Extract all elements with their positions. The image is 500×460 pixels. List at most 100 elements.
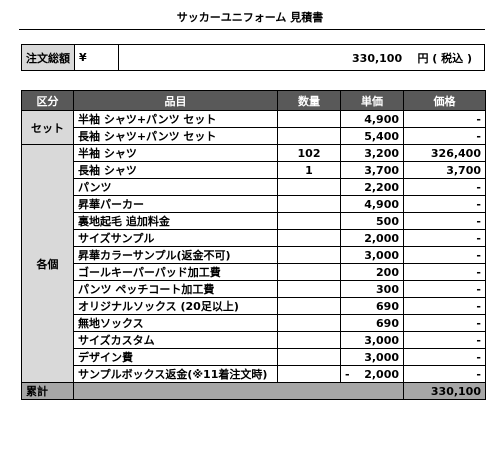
table-row: サンプルボックス返金(※11着注文時) -2,000- [22, 365, 486, 383]
table-row: 無地ソックス 690- [22, 314, 486, 332]
quantity-cell [277, 178, 341, 196]
title-underline [19, 29, 485, 30]
unit-price-cell: 3,700 [340, 161, 404, 179]
unit-price-cell: 300 [340, 280, 404, 298]
price-cell: - [403, 229, 486, 247]
table-row: 昇華パーカー 4,900- [22, 195, 486, 213]
document-title: サッカーユニフォーム 見積書 [176, 11, 324, 24]
table-row: ゴールキーパーパッド加工費 200- [22, 263, 486, 281]
sum-spacer [73, 382, 404, 400]
unit-price-cell: -2,000 [340, 365, 404, 383]
quantity-cell [277, 195, 341, 213]
header-category: 区分 [21, 90, 74, 111]
unit-price-cell: 690 [340, 314, 404, 332]
item-cell: オリジナルソックス (20足以上) [73, 297, 278, 315]
quantity-cell [277, 246, 341, 264]
price-cell: 326,400 [403, 144, 486, 162]
unit-price-cell: 4,900 [340, 110, 404, 128]
item-cell: パンツ ペッチコート加工費 [73, 280, 278, 298]
sum-row: 累計 330,100 [21, 382, 486, 400]
table-row: デザイン費 3,000- [22, 348, 486, 366]
unit-price-cell: 500 [340, 212, 404, 230]
price-cell: - [403, 127, 486, 145]
quantity-cell [277, 297, 341, 315]
unit-price-cell: 2,000 [340, 229, 404, 247]
quantity-cell [277, 110, 341, 128]
unit-price-cell: 200 [340, 263, 404, 281]
order-total-currency: ¥ [73, 44, 120, 71]
price-cell: - [403, 178, 486, 196]
item-cell: 昇華パーカー [73, 195, 278, 213]
unit-price-value: 2,000 [364, 367, 399, 381]
quantity-cell [277, 263, 341, 281]
table-row: パンツ ペッチコート加工費 300- [22, 280, 486, 298]
unit-price-cell: 5,400 [340, 127, 404, 145]
order-total-table: 注文総額 ¥ 330,100 円 ( 税込 ) [21, 44, 485, 71]
price-cell: - [403, 212, 486, 230]
item-cell: 長袖 シャツ [73, 161, 278, 179]
order-total-suffix: 円 ( 税込 ) [417, 51, 472, 65]
item-cell: サイズサンプル [73, 229, 278, 247]
quantity-cell: 102 [277, 144, 341, 162]
table-body: セット 半袖 シャツ+パンツ セット 4,900- 長袖 シャツ+パンツ セット 5,4… [21, 110, 486, 383]
quantity-cell [277, 127, 341, 145]
price-cell: - [403, 246, 486, 264]
price-cell: - [403, 195, 486, 213]
unit-price-cell: 4,900 [340, 195, 404, 213]
item-cell: 半袖 シャツ [73, 144, 278, 162]
price-cell: - [403, 297, 486, 315]
header-item: 品目 [73, 90, 278, 111]
unit-price-cell: 3,000 [340, 331, 404, 349]
unit-price-cell: 2,200 [340, 178, 404, 196]
table-row: パンツ 2,200- [22, 178, 486, 196]
item-cell: 昇華カラーサンプル(返金不可) [73, 246, 278, 264]
price-cell: - [403, 331, 486, 349]
unit-price-cell: 3,200 [340, 144, 404, 162]
quantity-cell [277, 348, 341, 366]
item-cell: 半袖 シャツ+パンツ セット [73, 110, 278, 128]
item-cell: 長袖 シャツ+パンツ セット [73, 127, 278, 145]
item-cell: デザイン費 [73, 348, 278, 366]
order-total-label: 注文総額 [21, 44, 75, 71]
quantity-cell [277, 331, 341, 349]
table-row: 昇華カラーサンプル(返金不可) 3,000- [22, 246, 486, 264]
header-unit-price: 単価 [340, 90, 404, 111]
unit-price-sign: - [345, 367, 350, 381]
quantity-cell: 1 [277, 161, 341, 179]
item-cell: 裏地起毛 追加料金 [73, 212, 278, 230]
quantity-cell [277, 365, 341, 383]
item-cell: 無地ソックス [73, 314, 278, 332]
price-cell: - [403, 365, 486, 383]
sum-label: 累計 [21, 382, 74, 400]
category-cell: 各個 [21, 144, 74, 383]
estimate-table: 区分 品目 数量 単価 価格 セット 半袖 シャツ+パンツ セット 4,900- 長袖… [21, 90, 486, 400]
header-quantity: 数量 [277, 90, 341, 111]
table-row: 各個 半袖 シャツ 102 3,200 326,400 [21, 144, 486, 383]
table-header-row: 区分 品目 数量 単価 価格 [21, 90, 486, 111]
unit-price-cell: 3,000 [340, 246, 404, 264]
table-row: サイズカスタム 3,000- [22, 331, 486, 349]
price-cell: - [403, 280, 486, 298]
quantity-cell [277, 280, 341, 298]
table-row: 裏地起毛 追加料金 500- [22, 212, 486, 230]
table-row: 長袖 シャツ+パンツ セット 5,400- [22, 127, 486, 145]
quantity-cell [277, 314, 341, 332]
order-total-amount-cell: 330,100 円 ( 税込 ) [118, 44, 485, 71]
item-cell: サイズカスタム [73, 331, 278, 349]
quantity-cell [277, 212, 341, 230]
table-row: サイズサンプル 2,000- [22, 229, 486, 247]
price-cell: - [403, 348, 486, 366]
price-cell: - [403, 314, 486, 332]
price-cell: - [403, 110, 486, 128]
item-cell: ゴールキーパーパッド加工費 [73, 263, 278, 281]
table-row: オリジナルソックス (20足以上) 690- [22, 297, 486, 315]
quantity-cell [277, 229, 341, 247]
header-price: 価格 [403, 90, 486, 111]
item-cell: パンツ [73, 178, 278, 196]
sum-value: 330,100 [403, 382, 486, 400]
category-cell: セット [21, 110, 74, 145]
unit-price-cell: 690 [340, 297, 404, 315]
order-total-amount: 330,100 [352, 51, 403, 65]
unit-price-cell: 3,000 [340, 348, 404, 366]
item-cell: サンプルボックス返金(※11着注文時) [73, 365, 278, 383]
